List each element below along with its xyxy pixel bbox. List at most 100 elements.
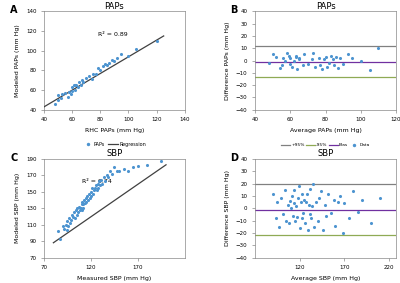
Point	[101, 61, 108, 66]
Point	[87, 196, 93, 201]
Point	[301, 52, 308, 57]
Point	[341, 201, 348, 206]
Point	[57, 236, 63, 241]
Point	[62, 91, 68, 95]
Point	[302, 221, 308, 225]
Point	[339, 231, 346, 235]
Point	[94, 181, 101, 186]
Point	[322, 202, 328, 207]
Point	[59, 92, 66, 96]
Point	[81, 198, 88, 202]
Point	[66, 216, 72, 220]
Point	[79, 200, 86, 204]
Point	[78, 202, 85, 207]
Point	[97, 68, 104, 73]
Point	[289, 65, 295, 69]
Point	[306, 212, 313, 217]
Point	[317, 63, 324, 68]
Point	[144, 162, 150, 167]
Point	[60, 226, 67, 231]
Point	[89, 77, 95, 82]
Point	[300, 211, 306, 215]
Point	[69, 85, 75, 89]
Point	[105, 175, 111, 179]
Point	[298, 216, 305, 220]
Point	[100, 64, 106, 69]
Point	[301, 198, 308, 202]
Point	[319, 67, 325, 71]
Point	[78, 208, 85, 212]
Point	[310, 181, 316, 186]
Point	[55, 93, 61, 97]
Point	[290, 213, 296, 218]
Point	[272, 216, 279, 220]
Point	[116, 169, 122, 174]
Point	[114, 55, 120, 60]
Point	[60, 224, 66, 229]
Point	[299, 191, 306, 196]
Point	[309, 203, 316, 208]
Point	[292, 53, 299, 58]
Point	[304, 191, 310, 196]
Point	[286, 221, 292, 225]
Point	[65, 95, 71, 99]
Point	[66, 90, 72, 94]
Point	[270, 191, 276, 196]
Point	[340, 62, 346, 67]
Point	[273, 55, 280, 59]
Point	[296, 184, 302, 188]
Point	[287, 56, 294, 60]
Point	[72, 216, 78, 220]
Legend: PAPs, Regression: PAPs, Regression	[81, 140, 148, 149]
Point	[288, 206, 294, 211]
Point	[300, 63, 306, 68]
Point	[366, 68, 373, 73]
Text: R² = 0.74: R² = 0.74	[82, 179, 112, 184]
Point	[296, 57, 302, 62]
Point	[90, 188, 97, 192]
Point	[135, 163, 141, 168]
Point	[106, 60, 112, 65]
X-axis label: Average SBP (mm Hg): Average SBP (mm Hg)	[291, 276, 360, 281]
Point	[336, 56, 343, 60]
Point	[78, 83, 84, 87]
Point	[288, 194, 295, 198]
Point	[292, 55, 299, 59]
Point	[276, 224, 282, 229]
Title: SBP: SBP	[318, 149, 334, 158]
Point	[328, 53, 334, 58]
Point	[102, 179, 108, 183]
Point	[284, 51, 290, 55]
Point	[296, 56, 302, 60]
Point	[114, 169, 120, 174]
Point	[274, 200, 281, 204]
Text: R² = 0.89: R² = 0.89	[98, 32, 127, 37]
Point	[270, 52, 276, 57]
Point	[368, 221, 374, 225]
Point	[111, 58, 118, 63]
Point	[80, 202, 87, 207]
Point	[65, 224, 72, 229]
Point	[349, 56, 355, 60]
Point	[331, 63, 338, 68]
Point	[99, 181, 105, 186]
Y-axis label: Modeled SBP (mm Hg): Modeled SBP (mm Hg)	[15, 173, 20, 243]
Point	[291, 58, 297, 63]
Point	[67, 221, 74, 225]
Point	[118, 52, 125, 56]
Point	[70, 215, 76, 220]
Point	[90, 191, 96, 196]
Point	[295, 196, 301, 201]
Point	[80, 80, 87, 85]
Point	[377, 196, 383, 201]
Point	[71, 210, 77, 215]
Point	[62, 222, 69, 227]
Point	[52, 102, 58, 106]
Title: SBP: SBP	[106, 149, 122, 158]
Point	[90, 72, 96, 77]
Point	[78, 206, 84, 211]
Point	[358, 58, 364, 63]
Point	[98, 177, 104, 182]
Point	[312, 200, 319, 204]
Point	[325, 191, 332, 196]
